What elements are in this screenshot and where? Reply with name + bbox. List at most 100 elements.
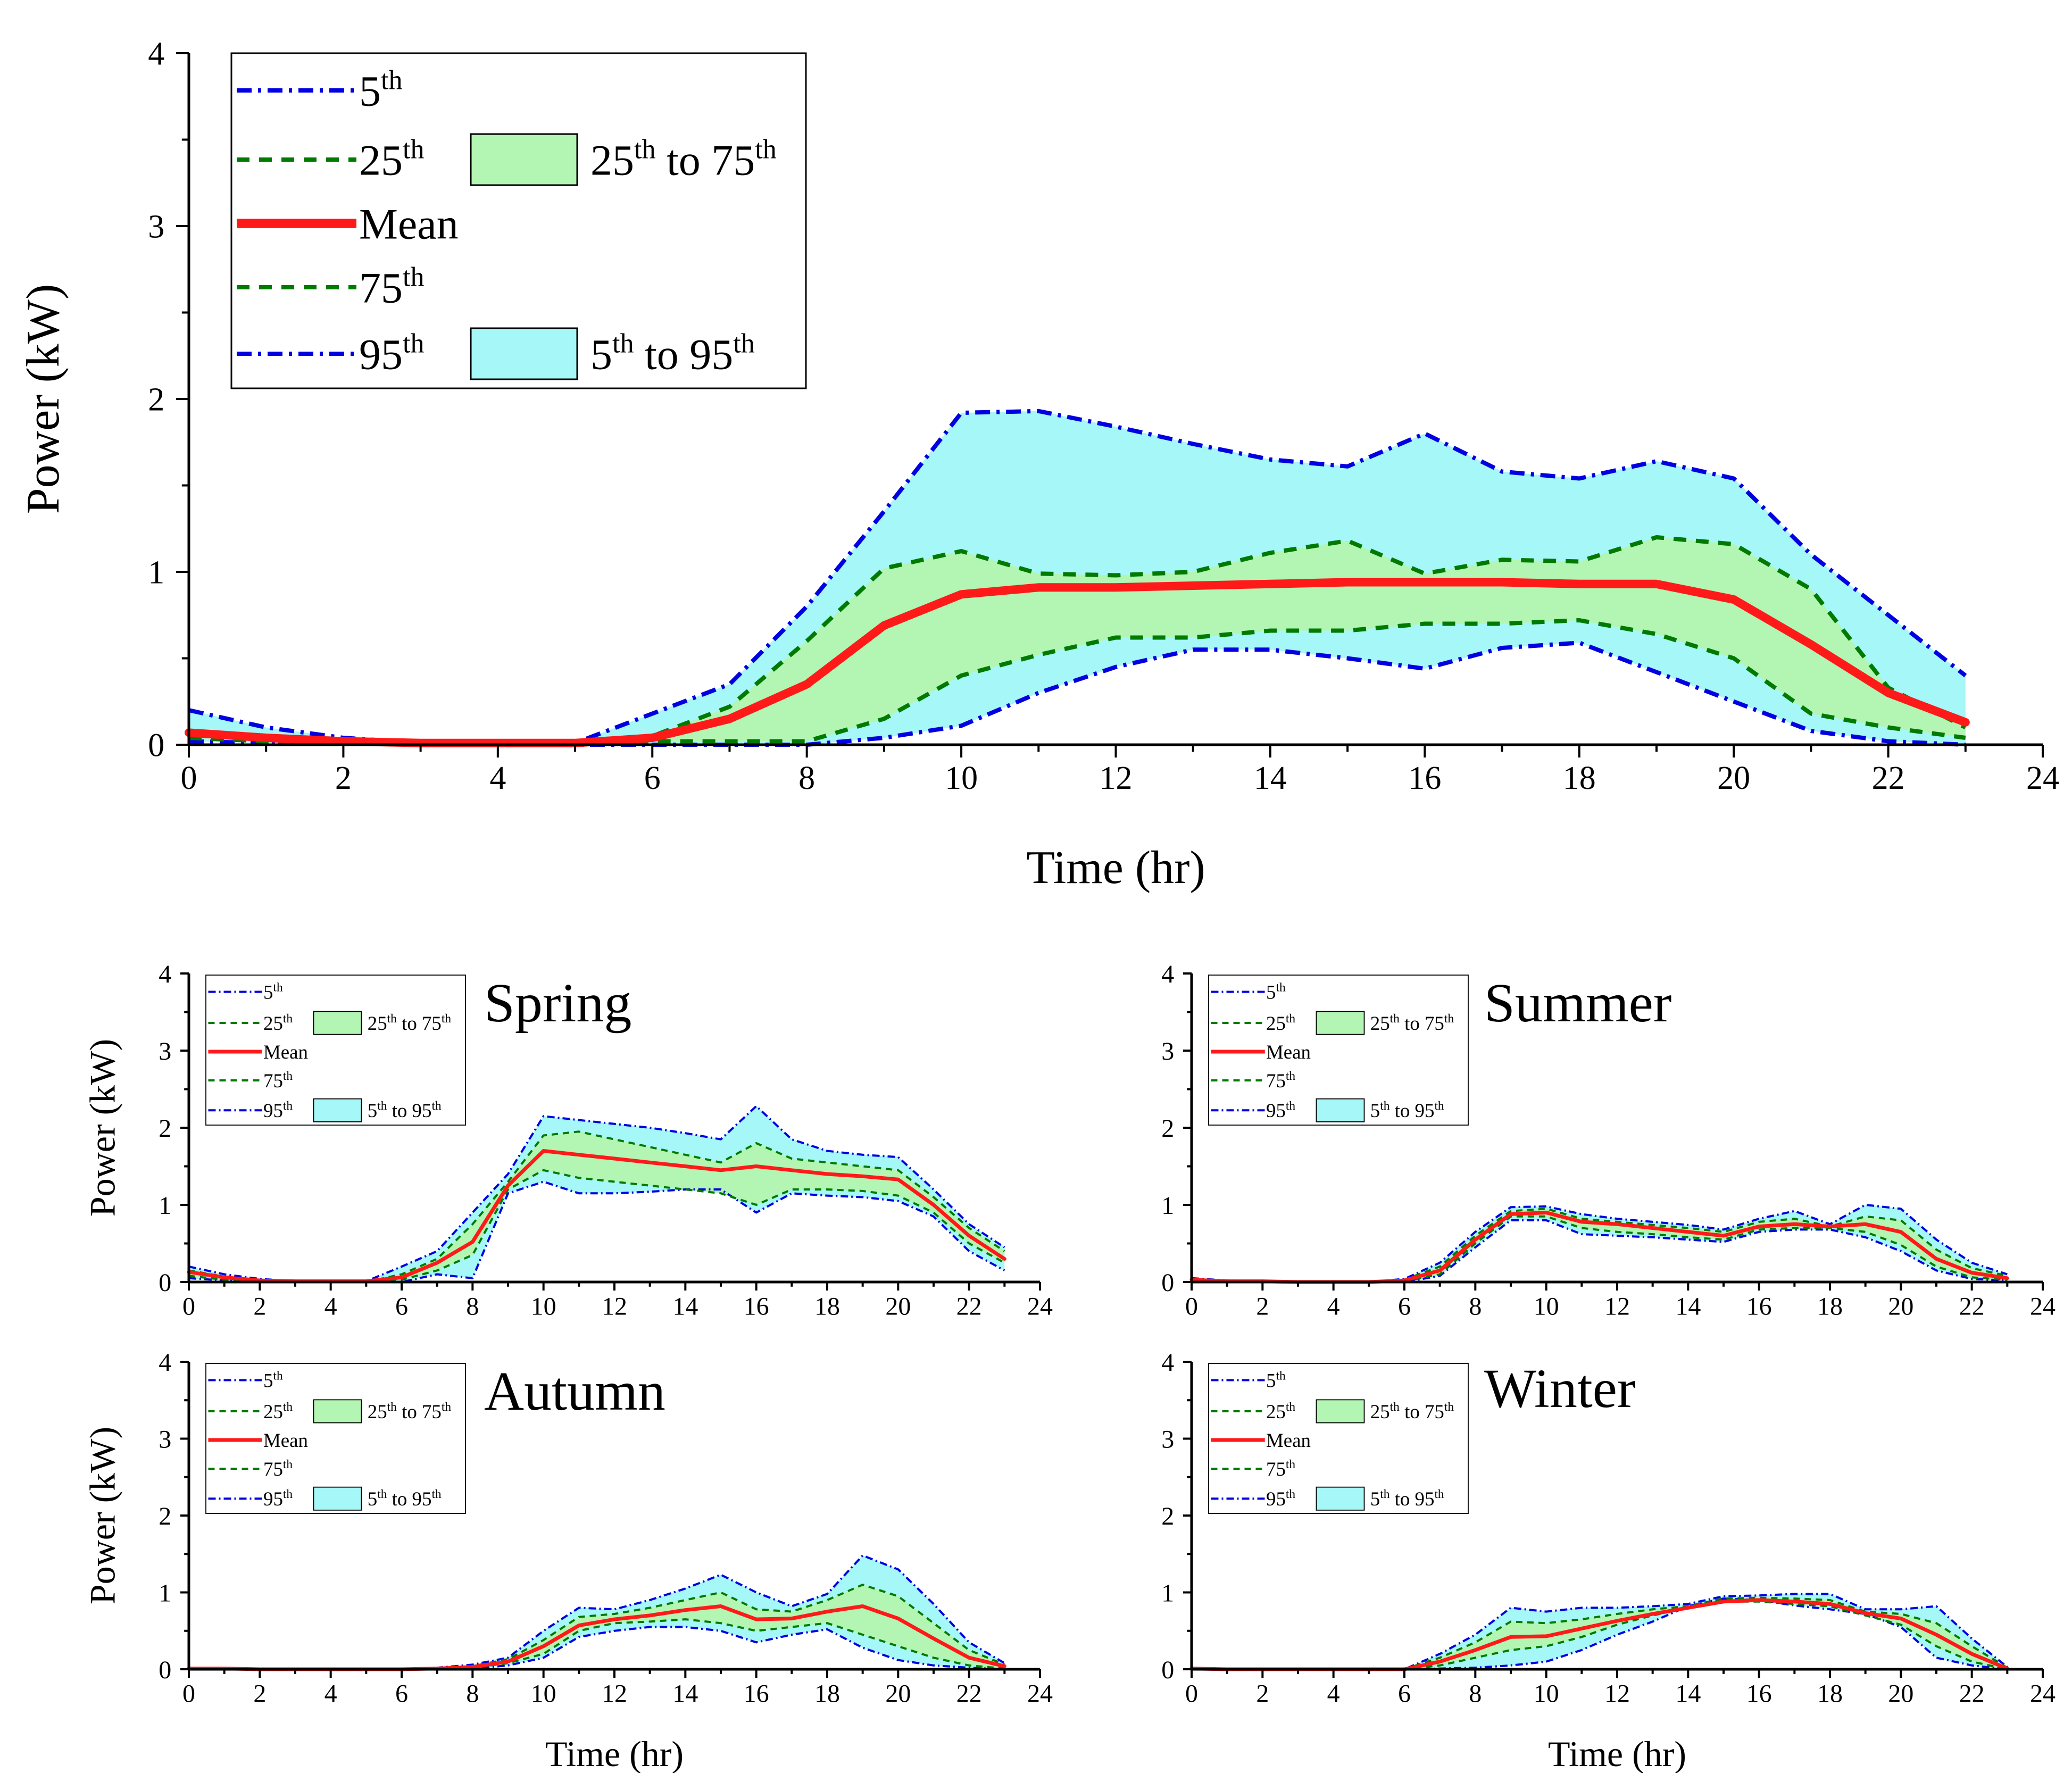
x-tick-label: 12 — [1100, 760, 1133, 796]
x-tick-label: 12 — [1604, 1680, 1630, 1708]
x-tick-label: 8 — [1469, 1293, 1482, 1321]
legend-label-band_25_75: 25th to 75th — [368, 1400, 452, 1422]
y-tick-label: 3 — [148, 209, 164, 245]
x-tick-label: 22 — [1959, 1293, 1985, 1321]
x-tick-label: 4 — [1327, 1293, 1340, 1321]
x-tick-label: 2 — [1256, 1680, 1269, 1708]
legend-label-band_5_95: 5th to 95th — [1370, 1487, 1444, 1510]
x-tick-label: 6 — [395, 1293, 408, 1321]
legend-label-p25: 25th — [263, 1400, 293, 1422]
legend: 5th 25th Mean 75th 95th 25th to 75th 5th to 95… — [1208, 975, 1469, 1126]
legend-swatch-band_5_95 — [313, 1486, 362, 1511]
legend-label-p5: 5th — [1266, 1369, 1286, 1391]
series-line-mean — [185, 578, 1970, 747]
series-line-p95 — [188, 409, 1967, 747]
x-tick-label: 10 — [531, 1680, 556, 1708]
legend: 5th 25th Mean 75th 95th 25th to 75th 5th to 95… — [205, 1363, 466, 1514]
y-tick-label: 1 — [1161, 1579, 1174, 1607]
legend-label-p5: 5th — [359, 65, 402, 115]
y-tick-label: 0 — [1161, 1269, 1174, 1297]
legend-label-p75: 75th — [1266, 1458, 1295, 1480]
legend-label-mean: Mean — [263, 1041, 308, 1063]
legend-label-band_5_95: 5th to 95th — [368, 1487, 442, 1510]
legend-swatch-band_25_75 — [470, 133, 578, 186]
band-5-to-95 — [189, 1555, 1005, 1669]
x-axis-label: Time (hr) — [1548, 1734, 1686, 1773]
y-tick-label: 4 — [148, 36, 164, 72]
legend-label-band_5_95: 5th to 95th — [368, 1099, 442, 1121]
x-tick-label: 6 — [1398, 1293, 1411, 1321]
legend-label-p75: 75th — [263, 1458, 293, 1480]
y-tick-label: 2 — [1161, 1502, 1174, 1530]
legend: 5th 25th Mean 75th 95th 25th to 75th 5th to 95… — [1208, 1363, 1469, 1514]
legend: 5th 25th Mean 75th 95th 25th to 75th 5th to 95… — [230, 52, 807, 389]
legend-label-mean: Mean — [359, 200, 459, 248]
x-tick-label: 6 — [1398, 1680, 1411, 1708]
x-tick-label: 18 — [1817, 1293, 1843, 1321]
legend-swatch-band_25_75 — [1316, 1011, 1365, 1035]
y-tick-label: 1 — [1161, 1192, 1174, 1220]
x-tick-label: 16 — [1746, 1293, 1772, 1321]
legend-label-band_25_75: 25th to 75th — [368, 1012, 452, 1034]
legend-label-p75: 75th — [1266, 1069, 1295, 1092]
legend-label-p95: 95th — [263, 1099, 293, 1121]
y-axis-label: Power (kW) — [82, 1039, 123, 1217]
y-tick-label: 1 — [159, 1579, 171, 1607]
legend-label-p25: 25th — [263, 1012, 293, 1034]
legend-label-p95: 95th — [359, 329, 424, 379]
x-tick-label: 4 — [489, 760, 506, 796]
x-tick-label: 24 — [2026, 760, 2059, 796]
y-axis-label: Power (kW) — [18, 284, 69, 514]
legend-label-p25: 25th — [1266, 1400, 1295, 1422]
series-line-p95 — [188, 1105, 1005, 1283]
x-tick-label: 0 — [182, 1293, 195, 1321]
y-tick-label: 3 — [1161, 1037, 1174, 1066]
y-tick-label: 0 — [159, 1656, 171, 1684]
x-tick-label: 0 — [1185, 1680, 1198, 1708]
legend-label-p75: 75th — [359, 262, 424, 312]
x-tick-label: 22 — [956, 1680, 982, 1708]
band-5-to-95 — [189, 1106, 1005, 1282]
y-tick-label: 1 — [159, 1192, 171, 1220]
legend-label-p5: 5th — [263, 1369, 283, 1391]
series-line-p95 — [1191, 1593, 2008, 1670]
x-tick-label: 16 — [744, 1293, 769, 1321]
x-tick-label: 8 — [466, 1680, 479, 1708]
panel-title: Summer — [1484, 972, 1671, 1034]
x-tick-label: 14 — [672, 1680, 698, 1708]
x-tick-label: 12 — [1604, 1293, 1630, 1321]
y-tick-label: 0 — [148, 728, 164, 764]
x-tick-label: 6 — [395, 1680, 408, 1708]
panel-title: Autumn — [484, 1361, 665, 1422]
legend-label-mean: Mean — [1266, 1041, 1311, 1063]
y-tick-label: 4 — [1161, 960, 1174, 988]
legend-label-band_5_95: 5th to 95th — [590, 329, 755, 379]
legend-label-p75: 75th — [263, 1069, 293, 1092]
x-tick-label: 6 — [644, 760, 661, 796]
x-tick-label: 16 — [744, 1680, 769, 1708]
x-tick-label: 20 — [1717, 760, 1750, 796]
legend-label-band_25_75: 25th to 75th — [590, 135, 777, 185]
x-tick-label: 0 — [182, 1680, 195, 1708]
y-tick-label: 0 — [1161, 1656, 1174, 1684]
legend-swatch-band_5_95 — [313, 1098, 362, 1122]
x-tick-label: 18 — [1563, 760, 1596, 796]
legend-swatch-band_25_75 — [313, 1011, 362, 1035]
x-tick-label: 4 — [324, 1293, 337, 1321]
y-tick-label: 3 — [159, 1037, 171, 1066]
y-tick-label: 1 — [148, 555, 164, 591]
legend-label-p5: 5th — [1266, 980, 1286, 1003]
legend-label-p25: 25th — [1266, 1012, 1295, 1034]
x-tick-label: 20 — [885, 1680, 911, 1708]
series-line-p5 — [188, 1180, 1005, 1283]
x-tick-label: 18 — [814, 1680, 840, 1708]
x-tick-label: 8 — [466, 1293, 479, 1321]
series-line-p95 — [188, 1554, 1005, 1670]
x-tick-label: 0 — [1185, 1293, 1198, 1321]
legend-swatch-band_25_75 — [1316, 1399, 1365, 1424]
x-tick-label: 22 — [1872, 760, 1905, 796]
legend-swatch-band_5_95 — [1316, 1486, 1365, 1511]
